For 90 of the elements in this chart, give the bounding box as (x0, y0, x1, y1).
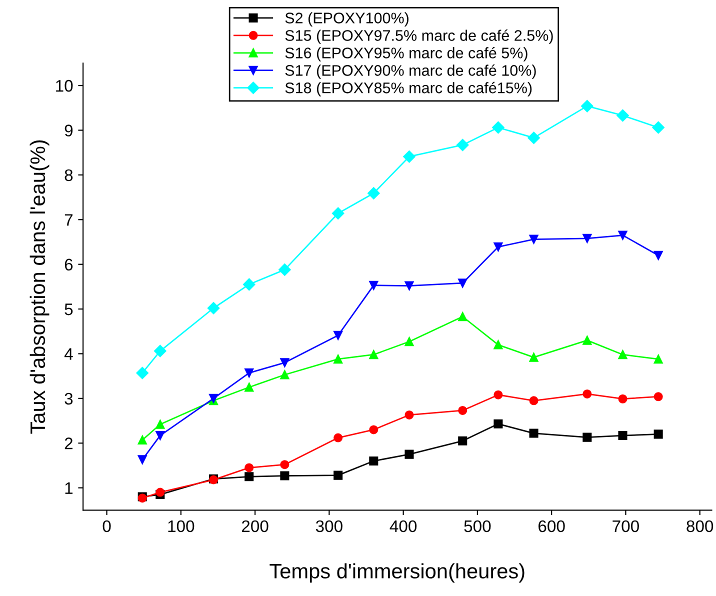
point (244, 382, 254, 392)
point (458, 278, 468, 288)
x-tick-label: 300 (316, 520, 342, 532)
point (654, 392, 663, 402)
point (244, 368, 254, 378)
x-tick-label: 600 (538, 520, 565, 532)
y-tick-label: 3 (64, 392, 73, 405)
point (404, 410, 414, 420)
x-tick-label: 500 (464, 520, 491, 532)
y-tick-label: 4 (64, 348, 73, 360)
point (404, 281, 414, 290)
point (654, 430, 663, 439)
legend-label: S15 (EPOXY97.5% marc de café 2.5%) (285, 30, 553, 44)
point (616, 109, 629, 122)
legend-label: S16 (EPOXY95% marc de café 5%) (285, 46, 528, 62)
point (458, 436, 468, 446)
point (154, 344, 166, 358)
x-tick-label: 100 (168, 520, 194, 532)
y-tick-label: 9 (64, 124, 73, 136)
point (280, 471, 290, 480)
point (581, 100, 594, 112)
point (494, 340, 503, 350)
y-tick-label: 1 (65, 482, 73, 494)
legend-label: S2 (EPOXY100%) (285, 12, 408, 26)
point (369, 350, 378, 360)
point (528, 132, 540, 144)
y-axis-title: Taux d'absorption dans l'eau(%) (30, 140, 50, 434)
point (529, 396, 538, 406)
point (280, 358, 290, 368)
point (334, 354, 343, 364)
point (243, 278, 256, 291)
y-tick-label: 7 (64, 214, 72, 226)
y-tick-label: 5 (64, 304, 73, 316)
point (456, 138, 469, 152)
point (529, 352, 538, 362)
y-tick-label: 8 (64, 169, 73, 182)
point (582, 432, 592, 442)
point (369, 456, 378, 466)
legend-label: S18 (EPOXY85% marc de café15%) (285, 82, 532, 96)
point (369, 425, 378, 434)
point (334, 433, 343, 442)
point (369, 280, 378, 290)
point (582, 234, 592, 243)
point (244, 463, 254, 472)
point (494, 242, 503, 252)
point (334, 330, 343, 340)
point (156, 431, 165, 440)
point (494, 390, 503, 400)
point (652, 121, 664, 134)
point (207, 302, 220, 314)
y-tick-label: 10 (56, 80, 73, 92)
point (582, 389, 592, 398)
point (156, 488, 165, 497)
point (280, 460, 290, 470)
point (618, 431, 628, 440)
point (654, 250, 663, 260)
point (209, 394, 218, 403)
point (334, 470, 343, 480)
y-tick-label: 6 (64, 258, 73, 271)
point (404, 450, 414, 459)
point (138, 455, 147, 464)
point (404, 337, 414, 346)
x-tick-label: 700 (612, 520, 639, 532)
point (244, 472, 254, 482)
point (136, 366, 148, 380)
point (138, 435, 147, 445)
point (458, 406, 468, 416)
point (654, 354, 663, 364)
legend-label: S17 (EPOXY90% marc de café 10%) (285, 64, 536, 79)
x-axis-title: Temps d'immersion(heures) (270, 563, 524, 583)
x-tick-label: 400 (390, 520, 417, 532)
x-tick-label: 200 (242, 520, 268, 532)
point (582, 336, 592, 345)
point (494, 419, 503, 428)
point (278, 264, 291, 276)
y-tick-label: 2 (64, 438, 72, 450)
point (368, 187, 380, 200)
point (492, 121, 504, 134)
point (280, 370, 290, 380)
point (618, 394, 628, 404)
point (332, 207, 344, 220)
point (618, 350, 628, 360)
point (618, 230, 628, 240)
point (529, 234, 538, 244)
x-tick-label: 800 (686, 520, 714, 532)
point (458, 312, 468, 322)
point (529, 428, 538, 438)
point (156, 420, 165, 429)
point (403, 150, 416, 163)
x-tick-label: 0 (102, 520, 111, 532)
